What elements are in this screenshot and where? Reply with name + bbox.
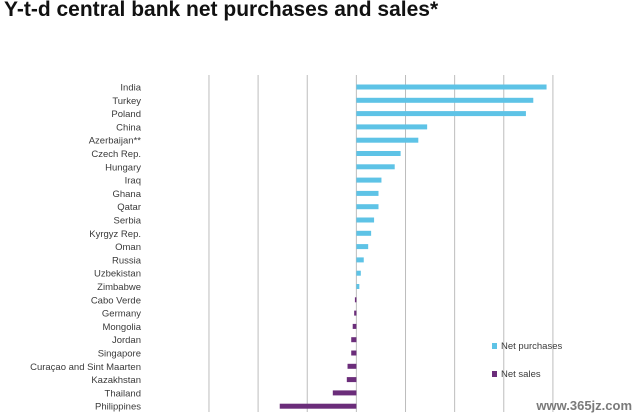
legend: Net purchases Net sales [492, 341, 563, 380]
category-label: Thailand [105, 388, 141, 399]
bar-iraq [356, 177, 382, 183]
category-label: Qatar [117, 202, 141, 213]
category-label: Germany [102, 309, 141, 320]
category-label: Oman [115, 242, 141, 253]
legend-swatch-1 [492, 371, 497, 377]
bar-cura-ao-and-sint-maarten [347, 363, 357, 369]
bar-hungary [356, 164, 395, 170]
category-label: Ghana [112, 189, 141, 200]
bar-poland [356, 111, 526, 117]
category-label: Serbia [114, 216, 142, 227]
bar-uzbekistan [356, 270, 361, 276]
bar-mongolia [352, 323, 357, 329]
category-label: Kyrgyz Rep. [89, 229, 141, 240]
bar-serbia [356, 217, 375, 223]
bars [279, 84, 547, 409]
category-label: Hungary [105, 162, 141, 173]
grid-lines [208, 75, 554, 412]
bar-azerbaijan- [356, 137, 419, 143]
category-label: Russia [112, 255, 142, 266]
category-label: Mongolia [102, 322, 141, 333]
bar-philippines [279, 403, 357, 409]
category-label: Jordan [112, 335, 141, 346]
bar-czech-rep- [356, 151, 401, 156]
category-label: Singapore [98, 349, 141, 360]
category-label: India [120, 83, 141, 94]
category-label: Uzbekistan [94, 269, 141, 280]
category-label: Azerbaijan** [89, 136, 142, 147]
bar-russia [356, 257, 364, 263]
bar-germany [354, 310, 357, 316]
bar-oman [356, 244, 369, 250]
bar-jordan [351, 337, 357, 343]
category-label: Turkey [112, 96, 141, 107]
category-label: Curaçao and Sint Maarten [30, 362, 141, 373]
bar-kazakhstan [346, 377, 357, 383]
category-label: China [116, 122, 142, 133]
category-label: Iraq [125, 176, 141, 187]
bar-cabo-verde [354, 297, 357, 303]
bar-ghana [356, 190, 379, 196]
category-label: Philippines [95, 402, 141, 413]
chart-title: Y-t-d central bank net purchases and sal… [4, 0, 439, 21]
category-labels: India Turkey Poland China Azerbaijan** Czech … [30, 83, 142, 413]
category-label: Kazakhstan [91, 375, 141, 386]
bar-thailand [332, 390, 357, 396]
watermark: www.365jz.com [536, 398, 632, 413]
bar-zimbabwe [356, 284, 360, 289]
legend-label-1: Net sales [501, 369, 541, 380]
legend-swatch-0 [492, 343, 497, 349]
bar-qatar [356, 204, 379, 210]
bar-china [356, 124, 428, 130]
bar-turkey [356, 97, 534, 103]
bar-india [356, 84, 547, 90]
category-label: Zimbabwe [97, 282, 141, 293]
bar-singapore [351, 350, 357, 356]
category-label: Czech Rep. [91, 149, 141, 160]
bar-kyrgyz-rep- [356, 230, 372, 236]
category-label: Poland [111, 109, 141, 120]
category-label: Cabo Verde [91, 295, 141, 306]
legend-label-0: Net purchases [501, 341, 563, 352]
